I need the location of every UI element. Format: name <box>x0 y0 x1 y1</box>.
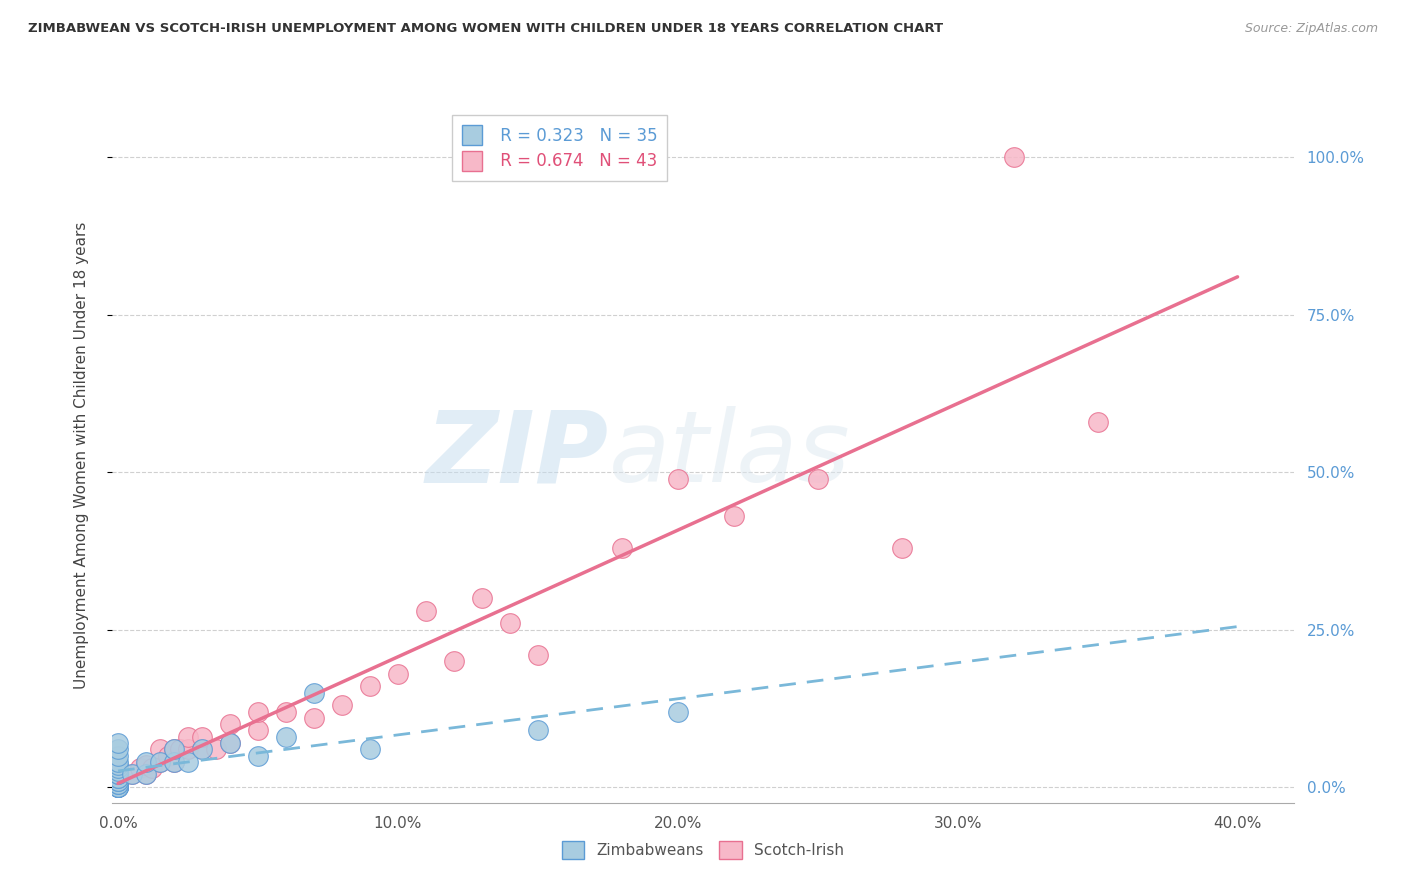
Point <box>191 742 214 756</box>
Point <box>359 742 381 756</box>
Point <box>107 773 129 788</box>
Point <box>107 736 129 750</box>
Point <box>163 755 186 769</box>
Point <box>219 717 242 731</box>
Point <box>107 755 129 769</box>
Point <box>135 758 157 772</box>
Point <box>107 771 129 785</box>
Point <box>471 591 494 606</box>
Text: Source: ZipAtlas.com: Source: ZipAtlas.com <box>1244 22 1378 36</box>
Point <box>157 748 180 763</box>
Point <box>527 723 550 738</box>
Point <box>247 748 270 763</box>
Point <box>107 780 129 794</box>
Point <box>274 705 297 719</box>
Y-axis label: Unemployment Among Women with Children Under 18 years: Unemployment Among Women with Children U… <box>75 221 89 689</box>
Point <box>107 780 129 794</box>
Point <box>415 604 437 618</box>
Point <box>149 755 172 769</box>
Text: ZIP: ZIP <box>426 407 609 503</box>
Point <box>107 771 129 785</box>
Point <box>527 648 550 662</box>
Point <box>219 736 242 750</box>
Point <box>121 767 143 781</box>
Point <box>163 742 186 756</box>
Point <box>107 742 129 756</box>
Point <box>723 509 745 524</box>
Point <box>149 755 172 769</box>
Point <box>191 742 214 756</box>
Point <box>107 780 129 794</box>
Point <box>274 730 297 744</box>
Point <box>135 755 157 769</box>
Point <box>107 771 129 785</box>
Point <box>107 777 129 791</box>
Point <box>330 698 353 713</box>
Point <box>169 742 191 756</box>
Point <box>141 761 163 775</box>
Point <box>107 773 129 788</box>
Point <box>163 742 186 756</box>
Point <box>1087 415 1109 429</box>
Point <box>107 767 129 781</box>
Point <box>107 780 129 794</box>
Point <box>177 755 200 769</box>
Point <box>302 685 325 699</box>
Point <box>191 730 214 744</box>
Point <box>163 755 186 769</box>
Point <box>149 742 172 756</box>
Point <box>219 736 242 750</box>
Point <box>135 767 157 781</box>
Point <box>107 777 129 791</box>
Point <box>107 777 129 791</box>
Point <box>499 616 522 631</box>
Point <box>247 705 270 719</box>
Point <box>107 767 129 781</box>
Text: ZIMBABWEAN VS SCOTCH-IRISH UNEMPLOYMENT AMONG WOMEN WITH CHILDREN UNDER 18 YEARS: ZIMBABWEAN VS SCOTCH-IRISH UNEMPLOYMENT … <box>28 22 943 36</box>
Point <box>107 780 129 794</box>
Point <box>107 764 129 779</box>
Point <box>107 748 129 763</box>
Point <box>1002 150 1025 164</box>
Point <box>107 773 129 788</box>
Point <box>177 742 200 756</box>
Legend: Zimbabweans, Scotch-Irish: Zimbabweans, Scotch-Irish <box>555 835 851 864</box>
Point <box>135 767 157 781</box>
Point <box>107 761 129 775</box>
Point <box>890 541 912 555</box>
Point <box>129 761 152 775</box>
Point <box>443 654 465 668</box>
Point <box>666 471 689 485</box>
Point <box>205 742 228 756</box>
Point <box>107 758 129 772</box>
Point <box>107 780 129 794</box>
Point <box>359 679 381 693</box>
Point <box>807 471 830 485</box>
Point <box>387 666 409 681</box>
Point <box>107 761 129 775</box>
Text: atlas: atlas <box>609 407 851 503</box>
Point <box>302 711 325 725</box>
Point <box>107 767 129 781</box>
Point <box>247 723 270 738</box>
Point <box>177 730 200 744</box>
Point <box>121 767 143 781</box>
Point <box>666 705 689 719</box>
Point <box>610 541 633 555</box>
